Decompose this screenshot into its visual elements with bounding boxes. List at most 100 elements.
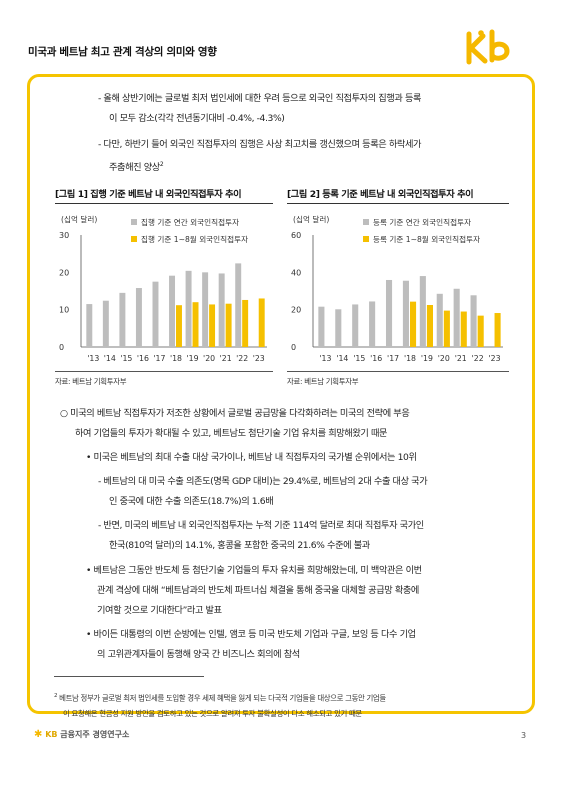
- bar-jan-aug-23: [258, 298, 265, 347]
- footnote-rule: [54, 676, 204, 677]
- footer-org-kb: KB: [45, 730, 58, 739]
- x-tick-label: '14: [104, 354, 116, 363]
- bar-annual-19: [419, 276, 426, 347]
- bar-annual-15: [352, 304, 359, 347]
- footer-org-rest: 금융지주 경영연구소: [60, 730, 130, 739]
- page-number: 3: [521, 731, 527, 740]
- x-tick-label: '14: [336, 354, 348, 363]
- bar-jan-aug-19: [426, 305, 433, 347]
- intro-line-4-text: 주춤해진 양상: [109, 162, 160, 174]
- body-para-1a: ○ 미국의 베트남 직접투자가 저조한 상황에서 글로벌 공급망을 다각화하려는…: [60, 408, 410, 419]
- x-tick-label: '19: [187, 354, 199, 363]
- bar-jan-aug-21: [225, 303, 232, 347]
- bar-jan-aug-22: [477, 315, 484, 347]
- figure-2-rule: [287, 203, 509, 204]
- x-tick-label: '15: [353, 354, 365, 363]
- dash-2b: 한국(810억 달러)의 14.1%, 홍콩을 포함한 중국의 21.6% 수준…: [109, 540, 370, 551]
- figure-2-source: 자료: 베트남 기획투자부: [287, 377, 359, 386]
- figure-2-chart: (십억 달러) 0 20 40 60 '13 '14 '15 '16 '17 '18 '19 '20 '2…: [291, 215, 503, 363]
- figure-2-title: [그림 2] 등록 기준 베트남 내 외국인직접투자 추이: [287, 189, 474, 200]
- y-tick-label: 0: [59, 343, 64, 352]
- intro-line-2: 이 모두 감소(각각 전년동기대비 -0.4%, -4.3%): [109, 113, 285, 124]
- x-tick-label: '19: [421, 354, 433, 363]
- x-tick-label: '21: [220, 354, 232, 363]
- y-tick-label: 60: [291, 231, 301, 240]
- x-tick-label: '22: [236, 354, 248, 363]
- x-tick-label: '16: [370, 354, 382, 363]
- bullet-3a: • 바이든 대통령의 이번 순방에는 인텔, 앰코 등 미국 반도체 기업과 구…: [86, 629, 416, 640]
- bar-annual-15: [119, 292, 126, 347]
- y-axis-label: (십억 달러): [293, 215, 329, 224]
- figure-1-title: [그림 1] 집행 기준 베트남 내 외국인직접투자 추이: [55, 189, 242, 200]
- figure-1-bottom-rule: [55, 371, 273, 372]
- bar-annual-14: [102, 300, 109, 347]
- x-tick-label: '23: [253, 354, 265, 363]
- dash-2a: - 반면, 미국의 베트남 내 외국인직접투자는 누적 기준 114억 달러로 …: [98, 520, 424, 531]
- bar-jan-aug-18: [410, 301, 417, 347]
- figure-2-bottom-rule: [287, 371, 509, 372]
- bar-jan-aug-20: [443, 310, 450, 347]
- body-para-1b: 하여 기업들의 투자가 확대될 수 있고, 베트남도 첨단기술 기업 유치를 희…: [75, 428, 388, 439]
- legend-swatch: [363, 236, 369, 242]
- x-tick-label: '20: [438, 354, 450, 363]
- y-tick-label: 20: [59, 268, 69, 277]
- legend-entry: 집행 기준 1~8월 외국인직접투자: [141, 234, 248, 244]
- bar-annual-14: [335, 309, 342, 347]
- x-tick-label: '18: [404, 354, 416, 363]
- bullet-1: • 미국은 베트남의 최대 수출 대상 국가이나, 베트남 내 직접투자의 국가…: [86, 452, 417, 463]
- bar-annual-22: [470, 295, 477, 347]
- bar-jan-aug-18: [176, 305, 182, 347]
- y-axis-label: (십억 달러): [61, 215, 97, 224]
- legend-swatch: [131, 236, 137, 242]
- kb-logo-icon: [466, 29, 510, 65]
- page-header-title: 미국과 베트남 최고 관계 격상의 의미와 영향: [28, 46, 217, 58]
- bullet-2c: 기여할 것으로 기대한다”라고 발표: [97, 605, 222, 616]
- x-tick-label: '17: [387, 354, 399, 363]
- bullet-3b: 의 고위관계자들이 동행해 양국 간 비즈니스 회의에 참석: [97, 649, 300, 660]
- bar-annual-18: [169, 275, 176, 347]
- bar-jan-aug-21: [460, 311, 467, 347]
- intro-line-1: - 올해 상반기에는 글로벌 최저 법인세에 대한 우려 등으로 외국인 직접투…: [98, 93, 422, 104]
- x-tick-label: '13: [319, 354, 331, 363]
- footnote-line-1-text: 베트남 정부가 글로벌 최저 법인세를 도입할 경우 세제 혜택을 잃게 되는 …: [59, 693, 386, 703]
- x-tick-label: '22: [472, 354, 484, 363]
- figure-1-chart: (십억 달러) 0 10 20 30 '13 '14 '15 '16 '17 '18 '19 '20 '2…: [59, 215, 267, 363]
- dash-1a: - 베트남의 대 미국 수출 의존도(명목 GDP 대비)는 29.4%로, 베…: [98, 476, 428, 487]
- y-tick-label: 0: [291, 343, 296, 352]
- y-tick-label: 40: [291, 268, 301, 277]
- x-tick-label: '20: [203, 354, 215, 363]
- x-tick-label: '15: [120, 354, 132, 363]
- x-tick-label: '13: [87, 354, 99, 363]
- figure-1-rule: [55, 203, 273, 204]
- bar-annual-17: [152, 281, 159, 347]
- y-tick-label: 20: [291, 306, 301, 315]
- content-frame: [27, 74, 535, 714]
- x-tick-label: '17: [153, 354, 165, 363]
- footnote-ref[interactable]: 2: [159, 161, 164, 168]
- bar-jan-aug-23: [494, 313, 501, 347]
- bar-annual-22: [235, 263, 242, 347]
- x-tick-label: '23: [489, 354, 501, 363]
- bar-annual-19: [185, 270, 192, 347]
- figure-1-source: 자료: 베트남 기획투자부: [55, 377, 127, 386]
- x-tick-label: '21: [455, 354, 467, 363]
- bar-annual-17: [385, 279, 393, 347]
- bar-jan-aug-20: [209, 304, 216, 347]
- bar-annual-13: [86, 304, 93, 347]
- bar-annual-13: [318, 306, 325, 347]
- intro-line-4: 주춤해진 양상2: [109, 155, 164, 178]
- legend-swatch: [131, 219, 137, 225]
- bar-annual-21: [453, 288, 460, 347]
- bar-annual-18: [402, 280, 409, 347]
- legend-swatch: [363, 219, 369, 225]
- footnote: 2 베트남 정부가 글로벌 최저 법인세를 도입할 경우 세제 혜택을 잃게 되…: [54, 688, 514, 722]
- bullet-2a: • 베트남은 그동안 반도체 등 첨단기술 기업들의 투자 유치를 희망해왔는데…: [86, 565, 422, 576]
- x-tick-label: '16: [137, 354, 149, 363]
- bar-jan-aug-19: [192, 302, 199, 347]
- legend-entry: 등록 기준 연간 외국인직접투자: [373, 217, 471, 227]
- bar-annual-16: [369, 301, 376, 347]
- bullet-2b: 관계 격상에 대해 “베트남과의 반도체 파트너십 체결을 통해 중국을 대체할…: [97, 585, 419, 596]
- legend-entry: 집행 기준 연간 외국인직접투자: [141, 217, 239, 227]
- intro-line-3: - 다만, 하반기 들어 외국인 직접투자의 집행은 사상 최고치를 갱신했으며…: [98, 139, 422, 150]
- legend-entry: 등록 기준 1~8월 외국인직접투자: [373, 234, 480, 244]
